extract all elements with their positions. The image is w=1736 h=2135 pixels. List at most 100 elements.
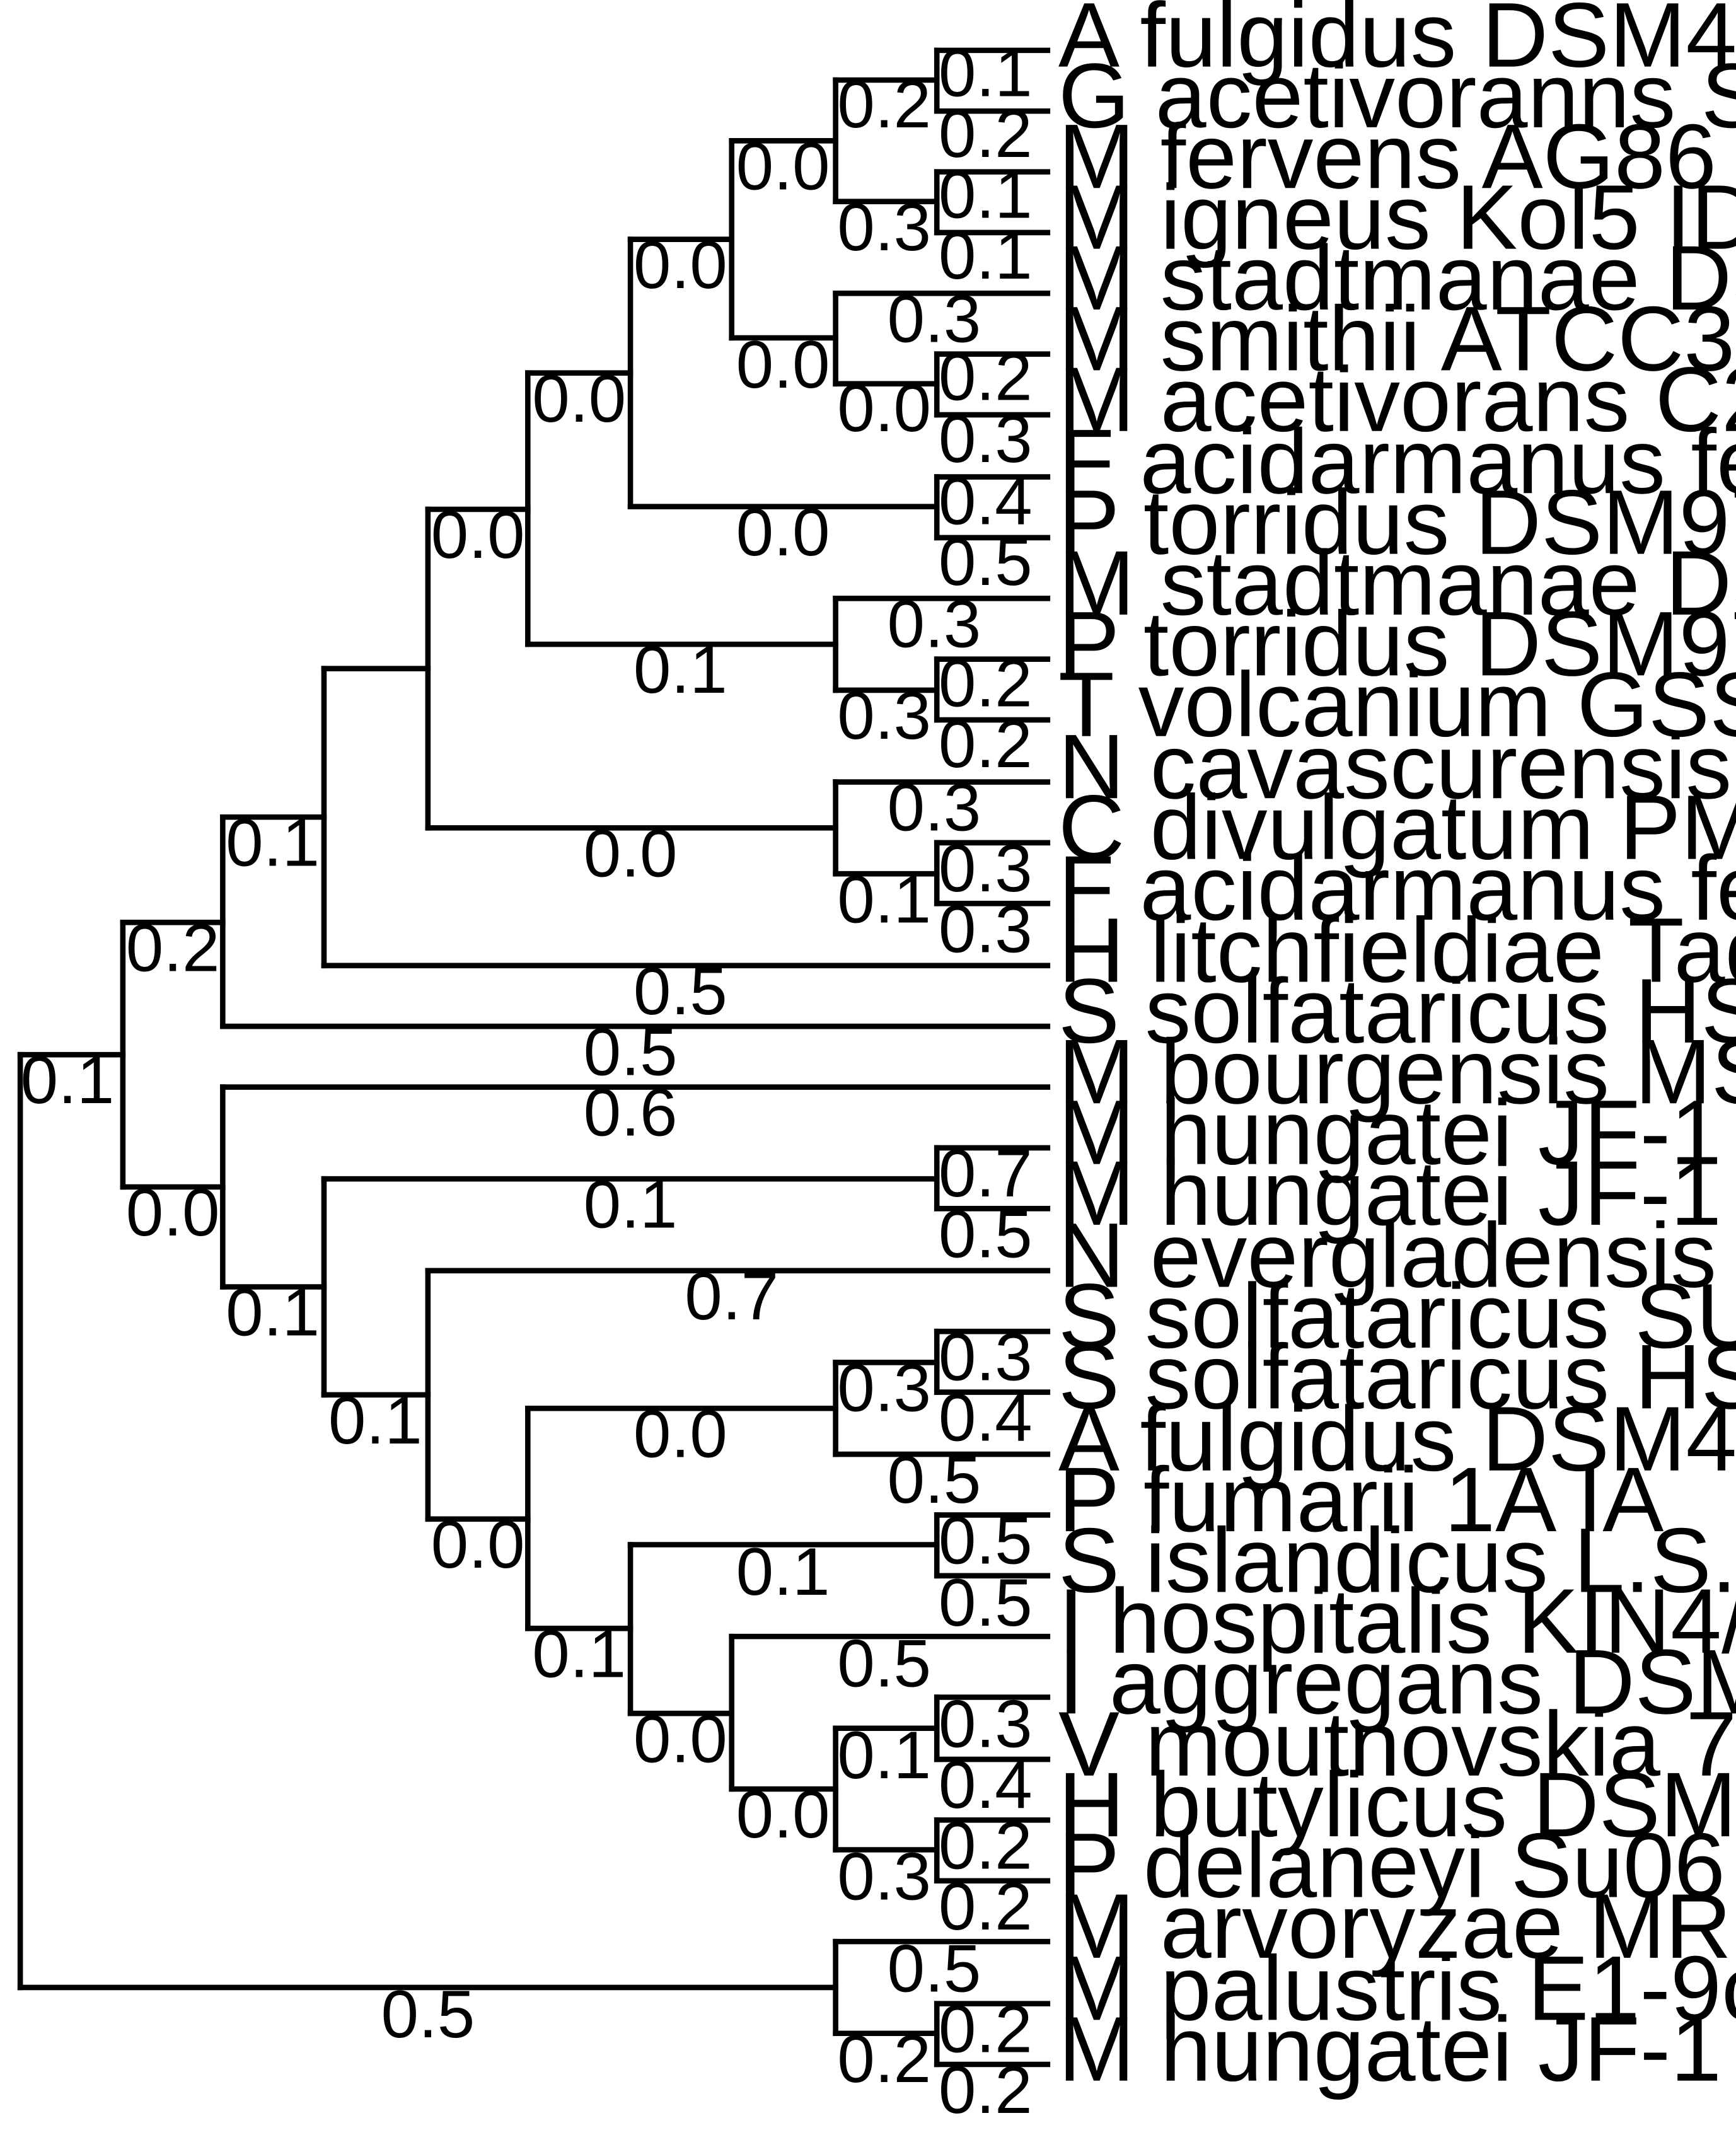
branch-length-label: 0.5 <box>584 1014 678 1089</box>
branch-length-label: 0.4 <box>939 1380 1033 1455</box>
leaf-label: N evergladensis SR1 IB <box>1058 1203 1736 1306</box>
branch-length-label: 0.1 <box>226 804 320 880</box>
branch-length-label: 0.4 <box>939 1747 1033 1822</box>
leaf-label: M stadtmanae DSM3091 IB2 <box>1058 226 1736 329</box>
tree-branches <box>17 47 1051 2068</box>
branch-length-label: 0.2 <box>837 2021 931 2097</box>
leaf-label: H butylicus DSM5456 IA <box>1058 1753 1736 1856</box>
branch-length-label: 0.3 <box>888 770 981 845</box>
leaf-label: P torridus DSM9790 ID <box>1058 471 1736 574</box>
leaf-label: M acetivorans C2A IB <box>1058 348 1736 451</box>
branch-length-label: 0.2 <box>126 910 220 985</box>
leaf-label: A fulgidus DSM4304 IA <box>1058 1387 1736 1490</box>
branch-length-label: 0.1 <box>328 1382 422 1458</box>
leaf-label: M arvoryzae MRE50 IE <box>1058 1875 1736 1977</box>
branch-length-label: 0.5 <box>939 524 1033 599</box>
branch-length-label: 0.0 <box>634 227 727 303</box>
branch-length-label: 0.0 <box>532 361 626 436</box>
branch-length-label: 0.2 <box>939 1868 1033 1944</box>
branch-length-label: 0.3 <box>939 1686 1033 1762</box>
branch-length-label: 0.2 <box>939 96 1033 171</box>
branch-length-label: 0.1 <box>939 156 1033 232</box>
branch-length-label: 0.3 <box>837 1350 931 1426</box>
leaf-label: M stadtmanae DSM3091 IB <box>1058 531 1736 634</box>
branch-length-label: 0.1 <box>939 35 1033 111</box>
leaf-label: S solfataricus SULA IA <box>1058 1264 1736 1367</box>
branch-length-label: 0.2 <box>837 66 931 142</box>
branch-length-label: 0.2 <box>939 706 1033 782</box>
branch-length-label: 0.0 <box>431 1507 525 1582</box>
leaf-label: M hungatei JF-1 IIID <box>1058 1081 1736 1184</box>
branch-length-label: 0.1 <box>226 1275 320 1350</box>
branch-length-label: 0.0 <box>634 1701 727 1776</box>
branch-length-label: 0.3 <box>837 1839 931 1914</box>
branch-length-label: 0.3 <box>837 678 931 753</box>
leaf-label: P fumarii 1A IA <box>1058 1448 1664 1551</box>
leaf-label: P delaneyi Su06 IA <box>1058 1814 1736 1916</box>
leaf-label: F acidarmanus fer1 IB2 <box>1058 836 1736 939</box>
branch-length-label: 0.1 <box>837 861 931 937</box>
branch-length-label: 0.0 <box>634 1396 727 1471</box>
leaf-label: P torridus DSM9790 IIIA <box>1058 592 1736 695</box>
branch-length-label: 0.0 <box>837 370 931 446</box>
branch-length-label: 0.5 <box>939 1503 1033 1578</box>
branch-length-label: 0.3 <box>939 1319 1033 1394</box>
branch-length-label: 0.7 <box>685 1258 778 1334</box>
leaf-label: F acidarmanus fer1 IB <box>1058 410 1736 512</box>
branch-length-label: 0.3 <box>888 586 981 661</box>
branch-length-label: 0.2 <box>939 2052 1033 2127</box>
branch-length-label: 0.3 <box>837 189 931 265</box>
leaf-label: M fervens AG86 IA <box>1058 105 1736 207</box>
leaf-label: A fulgidus DSM4304 IB <box>1058 0 1736 86</box>
branch-length-label: 0.0 <box>736 1776 830 1852</box>
branch-length-label: 0.0 <box>584 815 678 891</box>
branch-length-label: 0.3 <box>939 401 1033 477</box>
leaf-label: S solfataricus HS-1 IB2 <box>1058 959 1736 1062</box>
branch-length-label: 0.1 <box>736 1534 830 1609</box>
branch-length-label: 0.2 <box>939 339 1033 415</box>
leaf-label: H litchfieldiae Tadl IB <box>1058 899 1736 1002</box>
leaf-label: S solfataricus HS-1 IB <box>1058 1325 1736 1428</box>
leaf-label: S islandicus L.S.2.15 IA <box>1058 1508 1736 1611</box>
leaf-label: N cavascurensis SCU2 IB <box>1058 715 1736 818</box>
branch-length-label: 0.3 <box>939 830 1033 906</box>
branch-length-label: 0.7 <box>939 1135 1033 1211</box>
branch-length-labels: 0.1 0.2 0.2 0.1 0.3 0.0 0.1 0.3 0.2 0.0 … <box>21 35 1033 2127</box>
branch-length-label: 0.5 <box>939 1565 1033 1640</box>
branch-length-label: 0.1 <box>939 217 1033 293</box>
leaf-label: M igneus Kol5 ID <box>1058 166 1736 269</box>
branch-length-label: 0.2 <box>939 1991 1033 2067</box>
branch-length-label: 0.2 <box>939 1807 1033 1883</box>
leaf-label: V moutnovskia 768-28 IA <box>1058 1692 1736 1795</box>
leaf-label: I hospitalis KIN4/I IA <box>1058 1570 1736 1672</box>
branch-length-label: 0.5 <box>381 1976 475 2052</box>
branch-length-label: 0.1 <box>584 1166 678 1242</box>
branch-length-label: 0.0 <box>736 128 830 204</box>
branch-length-label: 0.5 <box>939 1196 1033 1271</box>
leaf-labels: A fulgidus DSM4304 IB G acetivoranns SBH… <box>1058 0 1736 2100</box>
leaf-label: G acetivoranns SBH6 IB <box>1058 44 1736 147</box>
leaf-label: I aggregans DSM17230 IA <box>1058 1630 1736 1733</box>
branch-length-label: 0.1 <box>532 1616 626 1691</box>
leaf-label: C divulgatum PM4 IB <box>1058 776 1736 879</box>
leaf-label: M hungatei JF-1 ID <box>1058 1142 1736 1244</box>
branch-length-label: 0.5 <box>888 1442 981 1517</box>
branch-length-label: 0.1 <box>634 632 727 707</box>
branch-length-label: 0.0 <box>736 327 830 402</box>
branch-length-label: 0.1 <box>21 1042 115 1118</box>
branch-length-label: 0.0 <box>126 1174 220 1250</box>
leaf-label: M palustris E1-9c IE <box>1058 1936 1736 2039</box>
branch-length-label: 0.0 <box>736 494 830 570</box>
leaf-label: M hungatei JF-1 IE <box>1058 1998 1736 2100</box>
branch-length-label: 0.1 <box>837 1717 931 1793</box>
branch-length-label: 0.5 <box>888 1930 981 2006</box>
branch-length-label: 0.3 <box>888 281 981 356</box>
branch-length-label: 0.0 <box>431 497 525 572</box>
leaf-label: M bourgensis MS2 IU <box>1058 1020 1736 1123</box>
branch-length-label: 0.5 <box>837 1625 931 1701</box>
branch-length-label: 0.5 <box>634 953 727 1029</box>
leaf-label: T volcanium GSSL IIIA <box>1058 653 1736 756</box>
leaf-label: M smithii ATCC35061 IB <box>1058 287 1736 390</box>
branch-length-label: 0.3 <box>939 891 1033 966</box>
